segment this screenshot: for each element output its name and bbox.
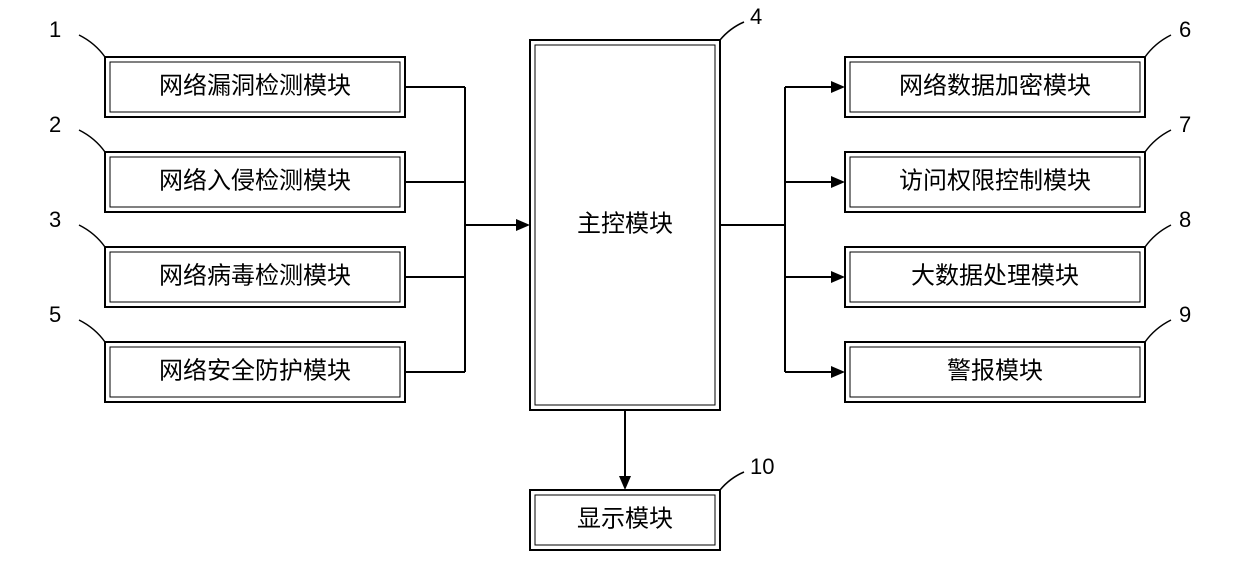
- node-label: 网络入侵检测模块: [159, 168, 351, 195]
- node-n5: 网络安全防护模块 5: [49, 302, 405, 402]
- node-number: 2: [49, 112, 61, 137]
- node-n1: 网络漏洞检测模块 1: [49, 17, 405, 117]
- node-label: 大数据处理模块: [911, 263, 1079, 290]
- node-number: 3: [49, 207, 61, 232]
- node-n8: 大数据处理模块 8: [845, 207, 1191, 307]
- node-label: 网络病毒检测模块: [159, 263, 351, 290]
- diagram-canvas: 网络漏洞检测模块 1 网络入侵检测模块 2 网络病毒检测模块 3 网络安全防护模块 5 主控模块…: [0, 0, 1240, 581]
- node-n9: 警报模块 9: [845, 302, 1191, 402]
- node-n3: 网络病毒检测模块 3: [49, 207, 405, 307]
- node-number: 1: [49, 17, 61, 42]
- node-n7: 访问权限控制模块 7: [845, 112, 1191, 212]
- node-n2: 网络入侵检测模块 2: [49, 112, 405, 212]
- node-n10: 显示模块 10: [530, 454, 774, 550]
- node-n6: 网络数据加密模块 6: [845, 17, 1191, 117]
- node-number: 8: [1179, 207, 1191, 232]
- node-label: 网络安全防护模块: [159, 358, 351, 385]
- node-label: 网络漏洞检测模块: [159, 73, 351, 100]
- node-number: 7: [1179, 112, 1191, 137]
- node-label: 访问权限控制模块: [899, 168, 1091, 195]
- node-number: 5: [49, 302, 61, 327]
- node-label: 警报模块: [947, 358, 1043, 385]
- node-label: 显示模块: [577, 506, 673, 533]
- node-label: 网络数据加密模块: [899, 73, 1091, 100]
- node-number: 10: [750, 454, 774, 479]
- node-number: 6: [1179, 17, 1191, 42]
- node-n4: 主控模块 4: [530, 4, 762, 410]
- node-number: 9: [1179, 302, 1191, 327]
- node-label: 主控模块: [577, 211, 673, 238]
- node-number: 4: [750, 4, 762, 29]
